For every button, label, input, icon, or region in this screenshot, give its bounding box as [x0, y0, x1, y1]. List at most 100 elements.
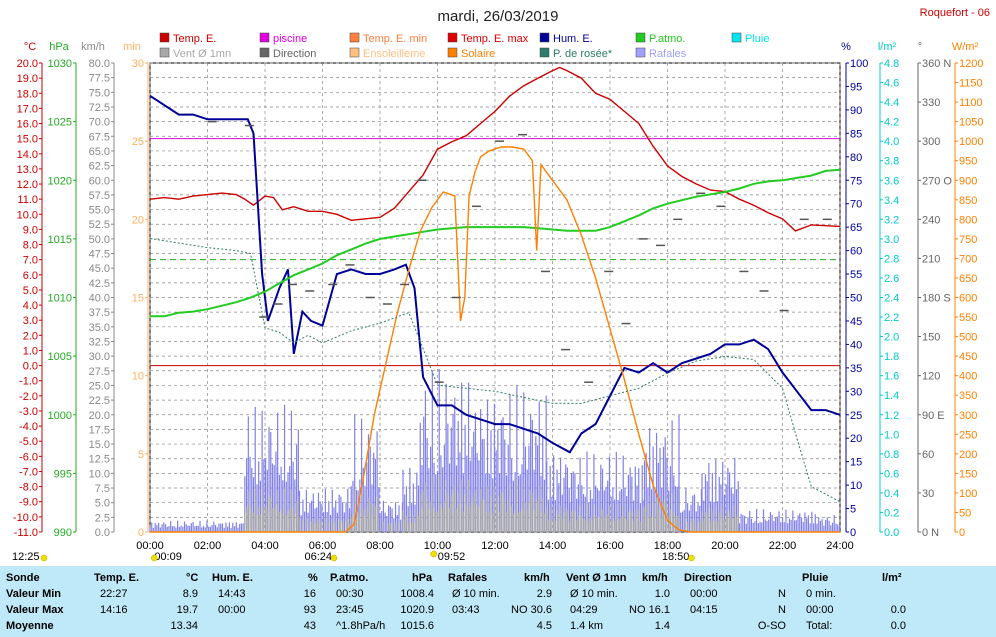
axis-tick-label: 2.2	[884, 312, 899, 324]
sun-marker-label: 06:24	[304, 551, 332, 563]
axis-tick-label: 800	[959, 214, 977, 226]
axis-tick-label: 10.0	[17, 209, 38, 221]
sun-icon	[688, 554, 695, 562]
sun-icon	[151, 554, 158, 562]
wind-unit-header: km/h	[642, 572, 668, 584]
axis-tick-label: 50.0	[89, 234, 110, 246]
legend-label: piscine	[273, 33, 307, 45]
axis-tick-label: 20.0	[89, 410, 110, 422]
axis-tick-label: 210	[922, 253, 940, 265]
x-tick-label: 22:00	[769, 540, 797, 552]
stats-cell: 93	[303, 604, 316, 616]
axis-tick-label: 70	[850, 199, 862, 211]
axis-tick-label: 1000	[959, 136, 983, 148]
axis-tick-label: 850	[959, 195, 977, 207]
axis-tick-label: 9.0	[23, 224, 38, 236]
press-header: P.atmo.	[330, 572, 369, 584]
axis-tick-label: -2.0	[19, 391, 38, 403]
stats-cell: N	[778, 604, 786, 616]
axis-tick-label: 4.6	[884, 78, 899, 90]
temp-unit-header: °C	[186, 572, 199, 584]
axis-tick-label: 300	[959, 410, 977, 422]
stats-cell: 2.9	[536, 588, 552, 600]
axis-unit-label: hPa	[49, 41, 69, 53]
stats-header-row: Sonde Temp. E. °C Hum. E. % P.atmo. hPa …	[0, 572, 996, 588]
axis-tick-label: 4.4	[884, 97, 899, 109]
axis-tick-label: 15	[850, 457, 862, 469]
axis-tick-label: -3.0	[19, 406, 38, 418]
rain-header: Pluie	[802, 572, 829, 584]
stats-cell: 00:00	[690, 588, 718, 600]
stats-cell: 00:00	[806, 604, 834, 616]
axis-unit-label: W/m²	[952, 41, 979, 53]
axis-tick-label: 1030	[48, 58, 72, 70]
axis-tick-label: 995	[54, 468, 72, 480]
x-tick-label: 02:00	[194, 540, 222, 552]
axis-tick-label: -4.0	[19, 421, 38, 433]
axis-tick-label: 0.0	[95, 527, 110, 539]
station-name: Roquefort - 06	[920, 7, 990, 19]
x-tick-label: 18:00	[654, 540, 682, 552]
legend-label: Direction	[273, 48, 316, 60]
axis-tick-label: 700	[959, 253, 977, 265]
axis-tick-label: 3.4	[884, 195, 899, 207]
axis-tick-label: 65	[850, 222, 862, 234]
axis-tick-label: 5.0	[23, 285, 38, 297]
axis-tick-label: 65.0	[89, 146, 110, 158]
stats-cell: N	[778, 588, 786, 600]
axis-tick-label: 60.0	[89, 175, 110, 187]
axis-tick-label: -5.0	[19, 436, 38, 448]
axis-tick-label: 0 N	[922, 527, 939, 539]
axis-tick-label: 6.0	[23, 270, 38, 282]
axis-tick-label: 40.0	[89, 293, 110, 305]
series-line	[150, 168, 841, 318]
legend-label: Solaire	[461, 48, 495, 60]
stats-row-label: Valeur Min	[6, 588, 62, 600]
x-tick-label: 20:00	[711, 540, 739, 552]
axis-tick-label: 100	[959, 488, 977, 500]
axis-tick-label: 35.0	[89, 322, 110, 334]
gust-header: Rafales	[448, 572, 488, 584]
axis-unit-label: °C	[24, 41, 36, 53]
axis-tick-label: 950	[959, 156, 977, 168]
left-axes: 20.0 19.0 18.0 17.0 16.0 15.0 14.0 13.0 12.0 11.0…	[13, 58, 149, 539]
axis-tick-label: 45.0	[89, 263, 110, 275]
axis-tick-label: 75	[850, 175, 862, 187]
stats-cell: 1008.4	[400, 588, 434, 600]
axis-tick-label: 150	[922, 332, 940, 344]
stats-cell: 03:43	[452, 604, 480, 616]
sun-icon	[430, 550, 438, 558]
axis-tick-label: 80	[850, 152, 862, 164]
stats-cell: 1.0	[654, 588, 670, 600]
legend-label: Pluie	[745, 33, 769, 45]
axis-tick-label: 17.5	[89, 424, 110, 436]
sun-marker-label: 18:50	[662, 551, 690, 563]
stats-cell: Total:	[806, 620, 833, 632]
axis-tick-label: 200	[959, 449, 977, 461]
stats-cell: O-SO	[757, 620, 786, 632]
sun-markers: 12:25 00:09 06:24 09:52 18:50	[12, 550, 695, 563]
axis-tick-label: 2.6	[884, 273, 899, 285]
axis-tick-label: 600	[959, 293, 977, 305]
stats-cell: 19.7	[176, 604, 198, 616]
axis-tick-label: 100	[850, 58, 868, 70]
axis-tick-label: 55.0	[89, 205, 110, 217]
legend-swatch	[159, 32, 170, 43]
axis-tick-label: 2.0	[23, 330, 38, 342]
axis-tick-label: 7.5	[95, 483, 110, 495]
stats-cell: 43	[303, 620, 316, 632]
axis-tick-label: 1.2	[884, 410, 899, 422]
axis-tick-label: 13.0	[17, 164, 38, 176]
axis-tick-label: 0.0	[884, 527, 899, 539]
axis-tick-label: 4.8	[884, 58, 899, 70]
axis-tick-label: 3.6	[884, 175, 899, 187]
axis-tick-label: 0.6	[884, 468, 899, 480]
axis-tick-label: 180 S	[922, 293, 951, 305]
stats-cell: 04:29	[570, 604, 598, 616]
x-tick-label: 12:00	[481, 540, 509, 552]
axis-tick-label: 500	[959, 332, 977, 344]
axis-tick-label: 120	[922, 371, 940, 383]
axis-tick-label: 900	[959, 175, 977, 187]
axis-tick-label: 15.0	[17, 134, 38, 146]
stats-cell: NO 30.6	[511, 604, 552, 616]
